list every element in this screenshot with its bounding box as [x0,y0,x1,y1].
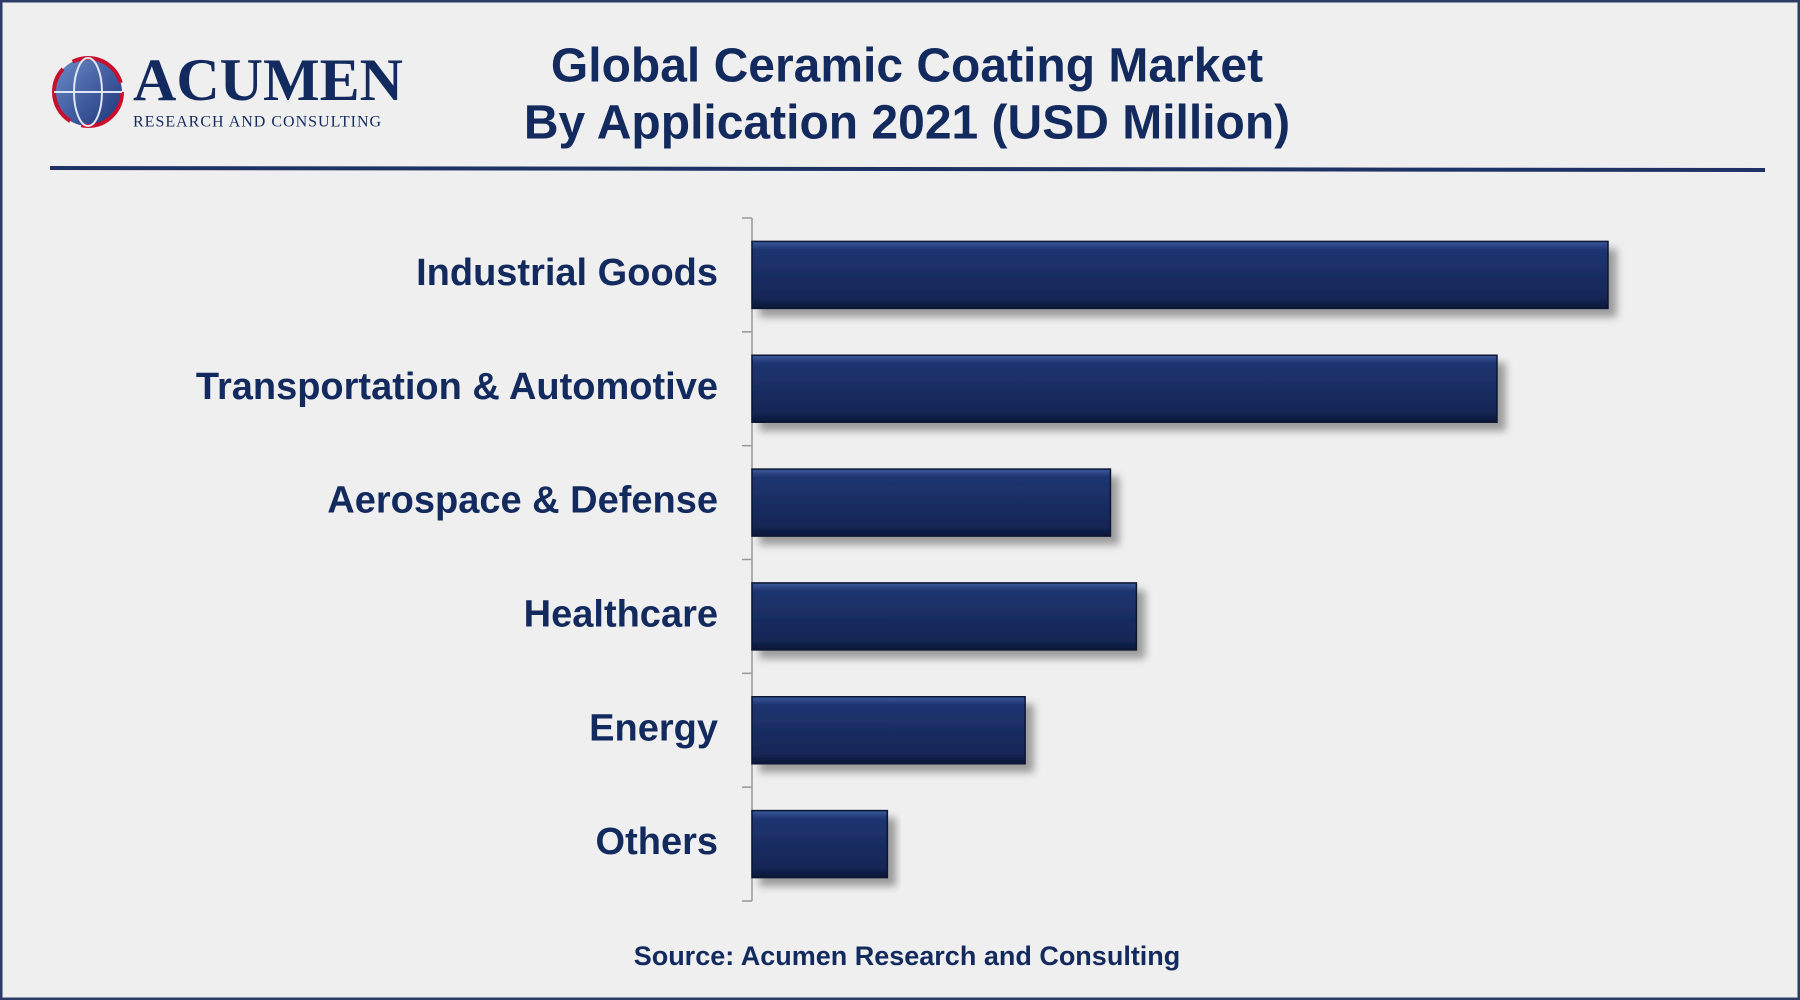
y-tick-label: Transportation & Automotive [196,366,718,408]
y-tick-label: Healthcare [524,593,718,635]
source-note: Source: Acumen Research and Consulting [634,941,1181,971]
y-tick-label: Aerospace & Defense [327,480,718,522]
bar [751,468,1112,537]
chart-title: Global Ceramic Coating Market [551,40,1263,93]
bar [751,582,1138,651]
chart-subtitle: By Application 2021 (USD Million) [524,97,1290,150]
logo: ACUMEN RESEARCH AND CONSULTING [52,47,403,131]
y-tick-label: Others [596,821,718,863]
bar [751,354,1498,423]
logo-name: ACUMEN [133,47,403,113]
bar [751,809,889,879]
y-tick-label: Energy [589,707,718,749]
y-tick-label: Industrial Goods [416,252,718,294]
logo-tagline: RESEARCH AND CONSULTING [133,114,382,131]
bar [751,696,1026,765]
bar [751,240,1609,310]
title-rule [49,166,1766,172]
